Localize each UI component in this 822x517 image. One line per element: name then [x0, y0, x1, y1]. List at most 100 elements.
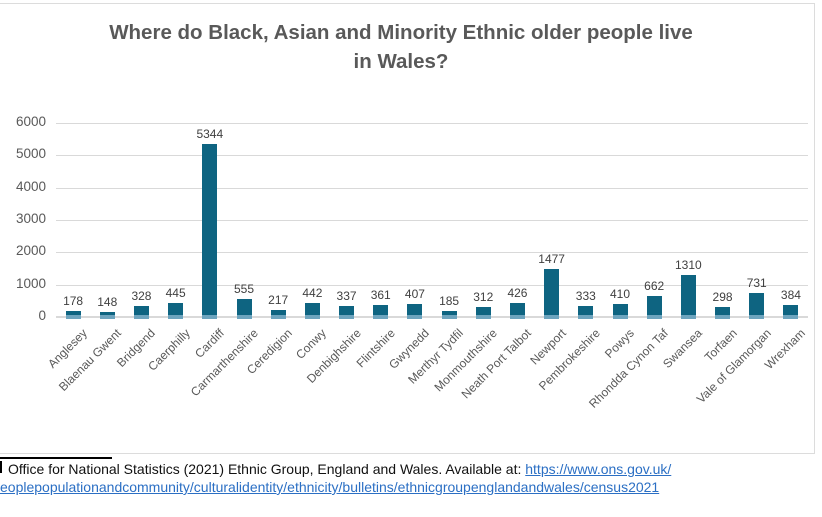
bar [407, 303, 423, 319]
bar-value-label: 555 [233, 282, 255, 297]
gridline [56, 187, 808, 189]
bar [441, 311, 457, 319]
bar-base [680, 314, 696, 319]
bar [339, 306, 355, 319]
gridline [56, 123, 808, 124]
bar [509, 303, 525, 319]
bar-base [646, 314, 662, 319]
bar [578, 306, 594, 319]
bar-base [202, 314, 218, 319]
bar [133, 306, 149, 319]
y-axis-label: 2000 [15, 243, 46, 259]
bar-base [407, 314, 423, 319]
bar-fill [749, 293, 765, 319]
bar [168, 302, 184, 319]
bar-base [749, 314, 765, 319]
gridline [56, 252, 808, 254]
bar-base [304, 314, 320, 319]
bar-value-label: 178 [63, 294, 84, 309]
x-axis-label: Pembrokeshire [535, 326, 603, 393]
bar-base [441, 314, 457, 319]
bar-fill [202, 144, 218, 319]
bar-value-label: 662 [644, 278, 665, 293]
bar-base [475, 314, 491, 319]
bar-base [715, 314, 731, 319]
bar-base [373, 314, 389, 319]
bar-value-label: 298 [712, 290, 733, 305]
bar-base [65, 314, 81, 319]
bar-value-label: 445 [165, 285, 186, 300]
bar-fill [646, 295, 662, 319]
bar [544, 269, 560, 319]
bar-value-label: 731 [746, 276, 767, 291]
bar [475, 306, 491, 319]
bar-value-label: 185 [439, 294, 460, 309]
y-axis-label: 6000 [15, 114, 46, 129]
bar-base [270, 314, 286, 319]
bar [99, 312, 115, 319]
bar-value-label: 337 [336, 289, 357, 304]
bar-base [236, 314, 252, 319]
bar [646, 295, 662, 319]
bar-value-label: 410 [609, 286, 631, 301]
bar [612, 303, 628, 319]
y-axis-label: 5000 [15, 146, 46, 162]
bar [202, 144, 218, 319]
ons-link-part2[interactable]: eoplepopulationandcommunity/culturaliden… [0, 479, 660, 495]
chart-title: Where do Black, Asian and Minority Ethni… [109, 21, 693, 73]
bar-base [133, 314, 149, 319]
bar-value-label: 1477 [538, 252, 565, 267]
bar-value-label: 217 [268, 292, 289, 307]
bar-base [509, 314, 525, 319]
bar-base [612, 314, 628, 319]
bar-fill [304, 302, 320, 319]
footnote-separator [0, 457, 112, 459]
bar-base [783, 314, 799, 319]
bar [749, 293, 765, 319]
bar-fill [544, 269, 560, 319]
chart-frame: Where do Black, Asian and Minority Ethni… [0, 3, 815, 454]
bar-base [339, 314, 355, 319]
bar-value-label: 312 [473, 289, 494, 304]
bar-value-label: 328 [131, 289, 152, 304]
footnote-marker [0, 461, 2, 473]
bar [373, 305, 389, 319]
y-axis-label: 0 [38, 308, 46, 323]
bar-fill [680, 274, 696, 319]
y-axis-label: 1000 [15, 275, 46, 291]
y-axis-label: 4000 [15, 178, 46, 194]
bar-value-label: 333 [575, 289, 596, 304]
bar-fill [715, 307, 731, 319]
bar-fill [270, 309, 286, 319]
gridline [56, 155, 808, 157]
bar-value-label: 407 [404, 286, 425, 301]
bar-base [578, 314, 594, 319]
bar [715, 307, 731, 319]
bar-value-label: 1310 [675, 257, 702, 272]
bar-value-label: 384 [780, 287, 801, 302]
source-citation-line2: eoplepopulationandcommunity/culturaliden… [0, 479, 822, 495]
bar-value-label: 442 [302, 285, 323, 300]
y-axis-label: 3000 [15, 211, 46, 226]
bar-fill [168, 302, 184, 319]
bar-base [544, 314, 560, 319]
bar [680, 274, 696, 319]
gridline [56, 284, 808, 286]
bar-value-label: 426 [507, 286, 528, 301]
source-citation: Office for National Statistics (2021) Et… [8, 461, 820, 477]
gridline [56, 316, 808, 318]
bar [236, 299, 252, 319]
bar-value-label: 148 [97, 295, 118, 310]
bar-base [99, 314, 115, 319]
ons-link-part1[interactable]: https://www.ons.gov.uk/ [525, 461, 672, 477]
bar [65, 311, 81, 319]
bar [270, 309, 286, 319]
bar [304, 302, 320, 319]
bar-value-label: 361 [370, 288, 391, 303]
bar-fill [236, 299, 252, 319]
bar [783, 304, 799, 319]
gridline [56, 220, 808, 221]
bar-value-label: 5344 [196, 127, 224, 142]
bar-base [168, 314, 184, 319]
